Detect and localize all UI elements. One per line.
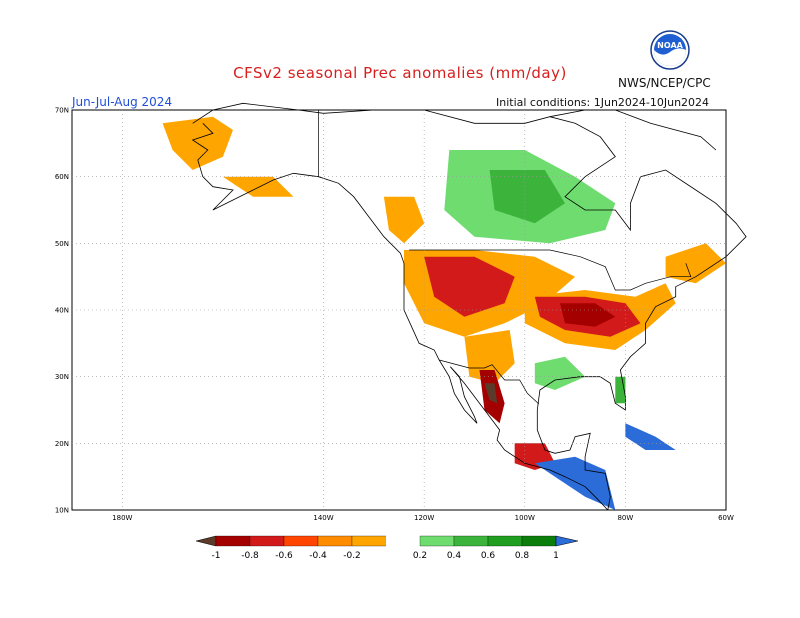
- colorbar-label: -0.2: [343, 551, 361, 561]
- forecast-period: Jun-Jul-Aug 2024: [72, 95, 173, 109]
- anomaly-great-basin-very-dry: [424, 256, 515, 317]
- colorbar-label: 0.6: [481, 551, 496, 561]
- lat-label: 20N: [55, 440, 69, 448]
- lon-label: 120W: [414, 514, 434, 522]
- colorbar-label: -0.6: [275, 551, 293, 561]
- lat-label: 40N: [55, 307, 69, 315]
- anomaly-ohio-valley-core: [560, 303, 616, 327]
- colorbar-label: -1: [212, 551, 221, 561]
- us-mexico-border: [439, 359, 540, 405]
- anomaly-quebec-dry: [665, 243, 726, 284]
- colorbar-arrow-high: [555, 535, 579, 547]
- colorbar-swatch: [317, 535, 353, 547]
- hudson-bay-north: [549, 109, 717, 151]
- colorbar-swatch: [487, 535, 523, 547]
- pacific-coast: [191, 123, 609, 511]
- north-america-coast: [192, 102, 747, 511]
- lat-label: 60N: [55, 173, 69, 181]
- logo-text: NOAA: [657, 41, 683, 50]
- colorbar-label: -0.4: [309, 551, 327, 561]
- lon-label: 80W: [617, 514, 633, 522]
- colorbar-swatch: [521, 535, 557, 547]
- anomaly-caribbean-wet: [625, 423, 676, 450]
- lon-label: 60W: [718, 514, 734, 522]
- lat-label: 30N: [55, 373, 69, 381]
- colorbar-swatch: [215, 535, 251, 547]
- anomaly-gulf-coast-wet: [534, 356, 586, 390]
- lat-label: 70N: [55, 107, 69, 115]
- colorbar-label: 0.8: [515, 551, 530, 561]
- colorbar-swatch: [419, 535, 455, 547]
- colorbar-swatch: [385, 535, 421, 547]
- agency-label: NWS/NCEP/CPC: [618, 76, 711, 90]
- graticule: [72, 110, 726, 510]
- axis-labels: 70N 60N 50N 40N 30N 20N 10N 180W 140W 120W 100W 80W…: [55, 107, 734, 523]
- colorbar-label: 0.4: [447, 551, 462, 561]
- anomaly-sierra-madre-extreme: [484, 383, 498, 404]
- colorbar: -1 -0.8 -0.6 -0.4 -0.2 0.2 0.4 0.6 0.8 1: [195, 535, 579, 561]
- colorbar-swatch: [283, 535, 319, 547]
- anomaly-canada-wet-core: [489, 170, 565, 224]
- anomaly-southwest-dry: [464, 330, 515, 384]
- lat-label: 50N: [55, 240, 69, 248]
- initial-conditions: Initial conditions: 1Jun2024-10Jun2024: [496, 96, 710, 109]
- colorbar-swatch: [249, 535, 285, 547]
- anomaly-west-canada-dry: [383, 196, 425, 244]
- colorbar-label: -0.8: [241, 551, 259, 561]
- coastlines: [191, 102, 747, 511]
- anomaly-alaska-south-dry: [222, 176, 294, 197]
- colorbar-swatch: [351, 535, 387, 547]
- colorbar-swatch: [453, 535, 489, 547]
- colorbar-arrow-low: [195, 535, 217, 547]
- lon-label: 100W: [515, 514, 535, 522]
- anomaly-regions: [162, 116, 726, 510]
- lon-label: 140W: [313, 514, 333, 522]
- lon-label: 180W: [112, 514, 132, 522]
- map-title: CFSv2 seasonal Prec anomalies (mm/day): [233, 64, 567, 82]
- colorbar-label: 0.2: [413, 551, 427, 561]
- colorbar-label: 1: [553, 551, 559, 561]
- lat-label: 10N: [55, 507, 69, 515]
- noaa-logo-icon: NOAA: [650, 30, 690, 70]
- us-canada-border: [409, 249, 692, 291]
